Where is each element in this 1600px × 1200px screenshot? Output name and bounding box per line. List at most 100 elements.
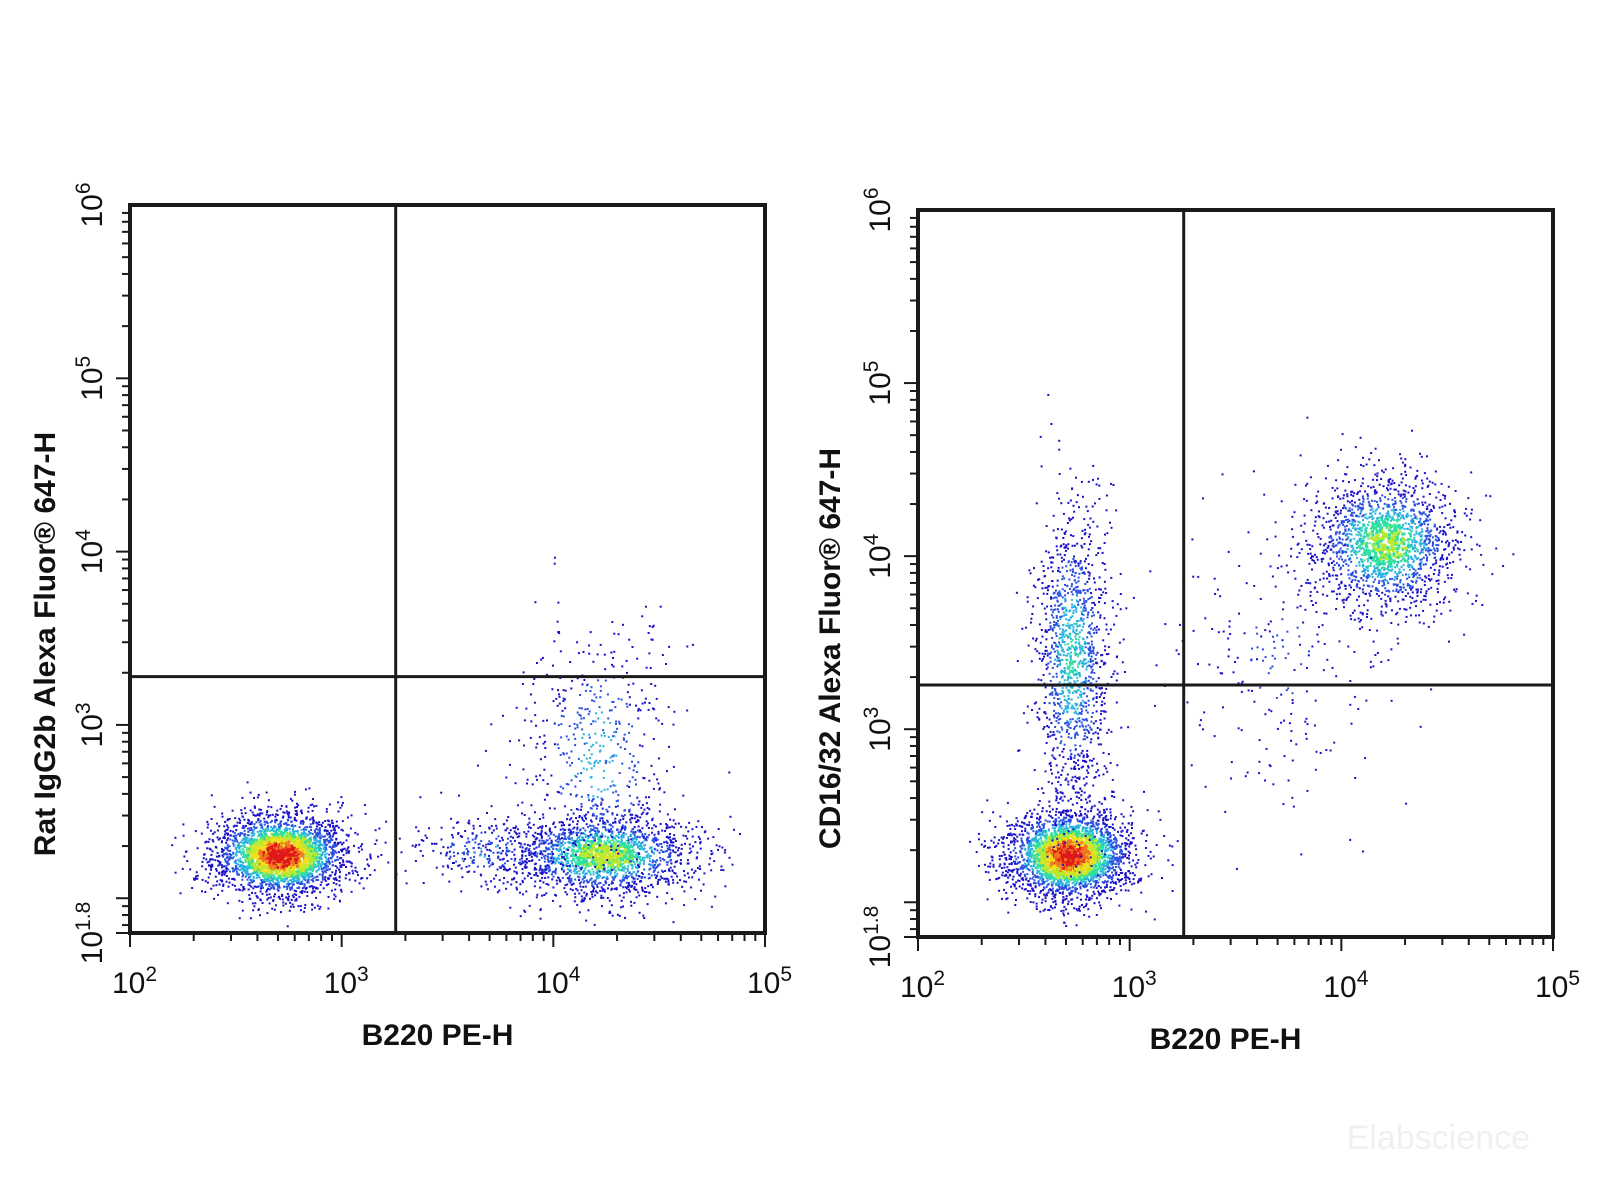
data-point <box>366 877 369 880</box>
data-point <box>715 844 718 847</box>
data-point <box>638 830 641 833</box>
data-point <box>214 875 217 878</box>
data-point <box>606 693 609 696</box>
data-point <box>247 830 250 833</box>
data-point <box>508 832 511 835</box>
data-point <box>610 739 613 742</box>
data-point <box>579 828 582 831</box>
data-point <box>614 805 617 808</box>
data-point <box>335 820 338 823</box>
data-point <box>633 764 636 767</box>
data-point <box>296 870 300 874</box>
data-point <box>300 890 303 893</box>
data-point <box>540 658 543 661</box>
data-point <box>324 835 326 838</box>
data-point <box>514 827 517 830</box>
data-point <box>641 856 644 859</box>
data-point <box>607 736 610 739</box>
data-point <box>551 843 554 846</box>
data-point <box>530 720 533 723</box>
data-point <box>259 846 263 850</box>
data-point <box>669 818 672 821</box>
data-point <box>286 842 290 846</box>
data-point <box>247 866 250 869</box>
data-point <box>643 839 646 842</box>
data-point <box>614 706 617 709</box>
data-point <box>294 806 297 809</box>
data-point <box>584 829 587 832</box>
data-point <box>549 869 552 872</box>
data-point <box>534 811 536 814</box>
data-point <box>496 868 499 871</box>
data-point <box>289 816 292 819</box>
data-point <box>603 769 605 772</box>
data-point <box>286 836 290 840</box>
data-point <box>614 876 617 879</box>
data-point <box>612 877 615 880</box>
data-point <box>602 776 605 779</box>
data-point <box>343 847 346 850</box>
data-point <box>580 802 583 805</box>
data-point <box>578 713 581 716</box>
data-point <box>567 836 569 839</box>
data-point <box>313 890 316 893</box>
data-point <box>545 848 548 851</box>
data-point <box>319 891 322 894</box>
data-point <box>217 859 219 862</box>
data-point <box>670 875 673 878</box>
data-point <box>482 844 485 847</box>
data-point <box>201 865 204 868</box>
data-point <box>246 837 249 840</box>
data-point <box>242 867 245 869</box>
data-point <box>660 842 663 845</box>
data-point <box>292 830 295 833</box>
data-point <box>580 855 584 859</box>
data-point <box>584 840 587 843</box>
data-point <box>294 880 297 883</box>
data-point <box>593 700 596 703</box>
data-point <box>637 707 640 710</box>
data-point <box>311 890 314 893</box>
data-point <box>297 848 301 852</box>
data-point <box>506 827 509 830</box>
data-point <box>265 861 269 865</box>
data-point <box>630 904 633 907</box>
data-point <box>253 853 257 857</box>
data-point <box>563 869 566 872</box>
data-point <box>253 833 256 835</box>
data-point <box>668 869 670 872</box>
data-point <box>545 839 548 842</box>
data-point <box>281 865 285 869</box>
data-point <box>339 900 341 903</box>
data-point <box>306 826 309 828</box>
data-point <box>635 883 638 886</box>
data-point <box>313 886 316 889</box>
data-point <box>645 820 648 823</box>
data-point <box>653 708 656 711</box>
data-point <box>242 887 245 890</box>
data-point <box>223 853 226 856</box>
data-point <box>608 899 611 902</box>
data-point <box>261 869 265 873</box>
data-point <box>311 852 315 856</box>
data-point <box>253 885 256 888</box>
data-point <box>657 782 660 785</box>
data-point <box>699 847 702 850</box>
data-point <box>303 838 307 842</box>
data-point <box>547 853 550 856</box>
data-point <box>510 883 513 886</box>
data-point <box>598 870 601 873</box>
data-point <box>464 858 466 860</box>
data-point <box>624 825 627 828</box>
data-point <box>572 842 575 845</box>
data-point <box>232 842 235 845</box>
data-point <box>652 852 655 855</box>
data-point <box>575 850 578 853</box>
data-point <box>596 804 599 807</box>
data-point <box>420 839 423 841</box>
data-point <box>348 850 351 853</box>
data-point <box>538 839 541 842</box>
data-point <box>648 808 651 811</box>
data-point <box>535 724 537 727</box>
data-point <box>620 838 623 841</box>
